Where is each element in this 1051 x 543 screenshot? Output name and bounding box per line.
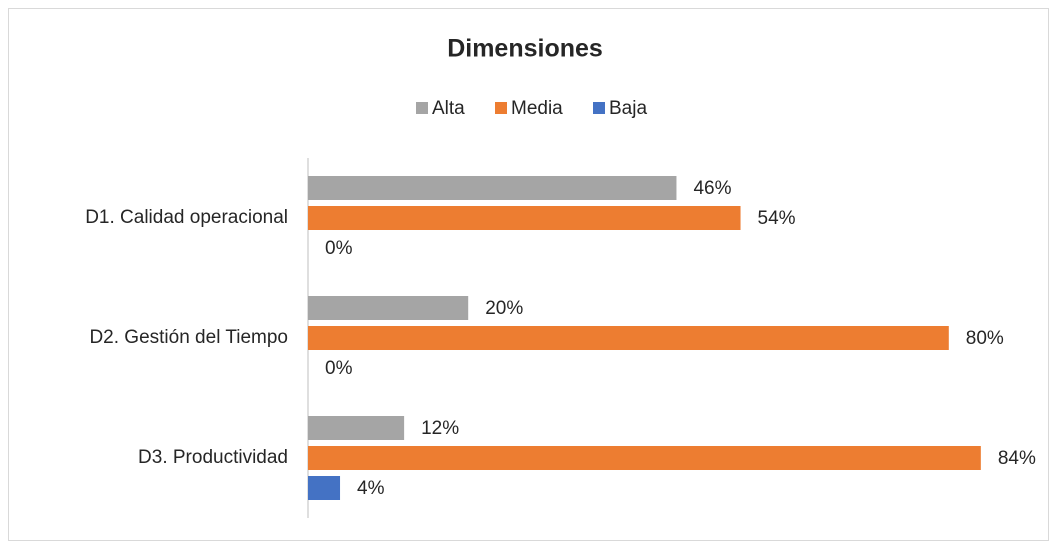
bar [308,176,677,200]
bar [308,296,469,320]
bar [308,326,949,350]
chart-title: Dimensiones [447,35,603,63]
value-label: 0% [325,358,353,379]
legend-label: Media [511,98,563,119]
legend-label: Baja [609,98,647,119]
bar [308,206,741,230]
value-label: 20% [485,298,523,319]
value-label: 12% [421,418,459,439]
bar [308,446,981,470]
value-label: 80% [966,328,1004,349]
category-label: D3. Productividad [138,447,288,468]
bar [308,416,405,440]
value-label: 4% [357,478,385,499]
value-label: 84% [998,448,1036,469]
legend-swatch [416,102,428,114]
category-label: D2. Gestión del Tiempo [89,327,288,348]
legend-label: Alta [432,98,465,119]
legend-swatch [495,102,507,114]
legend-swatch [593,102,605,114]
value-label: 54% [758,208,796,229]
category-label: D1. Calidad operacional [85,207,288,228]
bar [308,476,341,500]
value-label: 46% [693,178,731,199]
value-label: 0% [325,238,353,259]
